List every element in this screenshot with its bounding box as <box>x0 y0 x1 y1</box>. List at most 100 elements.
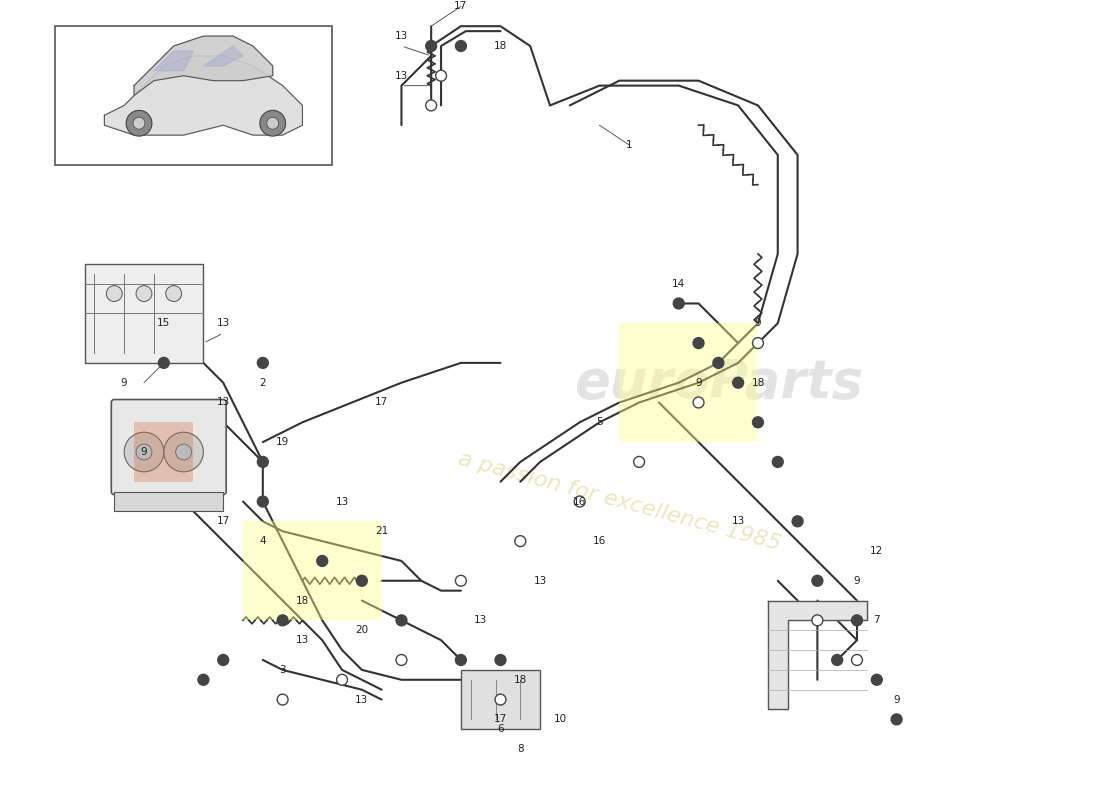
Circle shape <box>133 118 145 129</box>
FancyBboxPatch shape <box>243 522 382 620</box>
Circle shape <box>792 516 803 526</box>
Text: 9: 9 <box>141 447 147 457</box>
Text: 9: 9 <box>121 378 128 388</box>
Circle shape <box>515 536 526 546</box>
Circle shape <box>832 654 843 666</box>
Circle shape <box>673 298 684 309</box>
Circle shape <box>257 496 268 507</box>
Text: 18: 18 <box>514 674 527 685</box>
Bar <box>114 492 223 511</box>
Circle shape <box>426 41 437 51</box>
Text: 13: 13 <box>217 398 230 407</box>
Text: 18: 18 <box>296 595 309 606</box>
Text: 13: 13 <box>474 615 487 626</box>
Circle shape <box>455 41 466 51</box>
Text: 3: 3 <box>279 665 286 675</box>
Circle shape <box>257 358 268 368</box>
FancyBboxPatch shape <box>85 264 204 363</box>
Text: 9: 9 <box>695 378 702 388</box>
Text: 9: 9 <box>854 576 860 586</box>
Text: 1: 1 <box>626 140 632 150</box>
Text: 6: 6 <box>497 724 504 734</box>
Text: 17: 17 <box>494 714 507 724</box>
Circle shape <box>891 714 902 725</box>
Circle shape <box>267 118 278 129</box>
Circle shape <box>871 674 882 686</box>
Circle shape <box>164 432 204 472</box>
Text: 10: 10 <box>553 714 566 724</box>
Circle shape <box>455 575 466 586</box>
Text: 13: 13 <box>395 70 408 81</box>
Text: 18: 18 <box>494 41 507 51</box>
Text: 21: 21 <box>375 526 388 536</box>
Text: 5: 5 <box>596 418 603 427</box>
Text: 17: 17 <box>217 516 230 526</box>
Circle shape <box>733 378 744 388</box>
Circle shape <box>851 654 862 666</box>
Text: 13: 13 <box>732 516 745 526</box>
Circle shape <box>337 674 348 686</box>
Polygon shape <box>104 56 302 135</box>
Circle shape <box>176 444 191 460</box>
Circle shape <box>198 674 209 686</box>
Text: 16: 16 <box>593 536 606 546</box>
Circle shape <box>260 110 286 136</box>
Circle shape <box>136 286 152 302</box>
Text: 13: 13 <box>217 318 230 328</box>
FancyBboxPatch shape <box>461 670 540 730</box>
Text: 20: 20 <box>355 626 368 635</box>
Circle shape <box>436 70 447 81</box>
Circle shape <box>136 444 152 460</box>
Circle shape <box>396 615 407 626</box>
Polygon shape <box>154 51 194 70</box>
Bar <box>134 422 194 482</box>
Text: 19: 19 <box>276 437 289 447</box>
Circle shape <box>495 694 506 705</box>
Circle shape <box>126 110 152 136</box>
Circle shape <box>752 338 763 349</box>
FancyBboxPatch shape <box>55 26 332 165</box>
Polygon shape <box>204 46 243 66</box>
Circle shape <box>218 654 229 666</box>
Polygon shape <box>134 36 273 95</box>
Circle shape <box>713 358 724 368</box>
Text: 14: 14 <box>672 278 685 289</box>
Text: euroParts: euroParts <box>574 357 862 409</box>
Circle shape <box>851 615 862 626</box>
Text: 13: 13 <box>534 576 547 586</box>
Text: 9: 9 <box>893 694 900 705</box>
Circle shape <box>396 654 407 666</box>
Text: 13: 13 <box>296 635 309 645</box>
Circle shape <box>356 575 367 586</box>
Circle shape <box>752 417 763 428</box>
Text: 13: 13 <box>355 694 368 705</box>
Text: 13: 13 <box>336 497 349 506</box>
Circle shape <box>124 432 164 472</box>
Text: 16: 16 <box>573 497 586 506</box>
Circle shape <box>812 575 823 586</box>
Circle shape <box>257 457 268 467</box>
Circle shape <box>693 338 704 349</box>
Circle shape <box>426 100 437 111</box>
Text: 12: 12 <box>870 546 883 556</box>
Circle shape <box>166 286 182 302</box>
Circle shape <box>495 654 506 666</box>
Text: 8: 8 <box>517 744 524 754</box>
Text: 4: 4 <box>260 536 266 546</box>
Circle shape <box>812 615 823 626</box>
Circle shape <box>277 615 288 626</box>
Text: 17: 17 <box>375 398 388 407</box>
Circle shape <box>158 358 169 368</box>
Circle shape <box>455 654 466 666</box>
Text: 18: 18 <box>751 378 764 388</box>
Circle shape <box>634 457 645 467</box>
Text: 9: 9 <box>755 318 761 328</box>
Circle shape <box>317 555 328 566</box>
FancyBboxPatch shape <box>111 399 227 494</box>
Circle shape <box>772 457 783 467</box>
Text: 17: 17 <box>454 2 467 11</box>
Text: 15: 15 <box>157 318 170 328</box>
Text: 13: 13 <box>395 31 408 41</box>
Text: a passion for excellence 1985: a passion for excellence 1985 <box>455 449 783 554</box>
Circle shape <box>277 694 288 705</box>
